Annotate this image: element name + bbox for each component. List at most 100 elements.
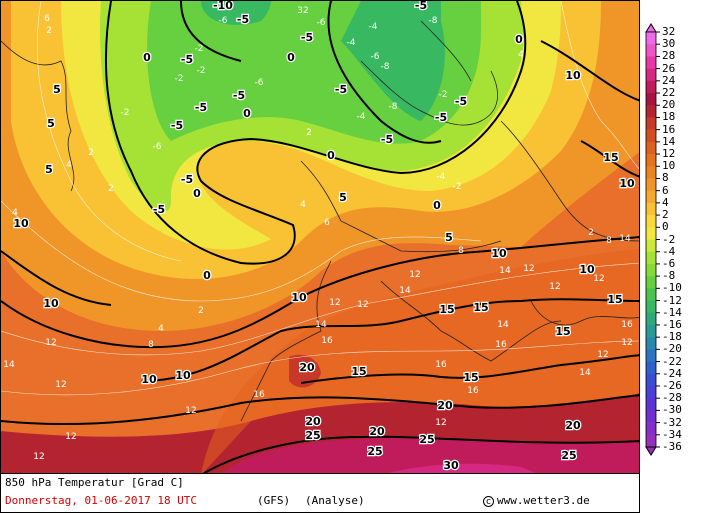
copyright-text: www.wetter3.de [497,494,590,507]
isotherm-label: -6 [219,16,228,26]
map-canvas: 32-10-5-6 -8-5-4-6-5 -4 04-6-8-2-5-2-2-6-5-… [1,1,639,473]
isotherm-label: 12 [621,338,632,348]
isotherm-label: 12 [409,270,420,280]
isotherm-label-bold: -5 [455,95,467,108]
isotherm-label: 8 [148,340,154,350]
legend-swatch [646,385,656,399]
isotherm-labels: 32-10-5-6 -8-5-4-6-5 -4 04-6-8-2-5-2-2-6-5-… [3,1,636,473]
legend-swatch [646,129,656,143]
legend-tick-label: -20 [662,342,682,356]
color-legend: 32 30 28 26 24 22 20 18 16 14 12 10 8 6 4 2 0 -2 -4 -6 -8 -10… [640,0,704,474]
isotherm-label-bold: 0 [243,107,251,120]
isotherm-label: -6 [371,52,380,62]
map-footer: 850 hPa Temperatur [Grad C] Donnerstag, … [0,474,640,513]
isotherm-label: 14 [579,368,591,378]
legend-swatch [646,434,656,448]
isotherm-label-bold: 25 [561,449,576,462]
isotherm-label: 12 [55,380,66,390]
isotherm-label: 6 [324,218,330,228]
isotherm-label-bold: 0 [143,51,151,64]
legend-tick-label: -8 [662,269,676,283]
legend-tick-label: -10 [662,281,682,295]
isotherm-label-bold: 5 [53,83,61,96]
legend-swatch [646,215,656,228]
legend-swatch [646,276,656,289]
isotherm-label: 2 [306,128,312,138]
legend-tick-label: 16 [662,122,676,136]
legend-tick-label: 24 [662,73,676,87]
isotherm-label: 12 [523,264,534,274]
isotherm-label-bold: 25 [305,429,320,442]
legend-swatch [646,141,656,155]
legend-swatch [646,80,656,94]
isotherm-label-bold: -5 [233,89,245,102]
isotherm-label-bold: 0 [203,269,211,282]
legend-swatch [646,361,656,375]
isotherm-label-bold: 0 [433,199,441,212]
isotherm-label: 12 [435,418,446,428]
isotherm-label-bold: -5 [181,173,193,186]
isotherm-label: 14 [619,234,631,244]
legend-swatch [646,410,656,423]
legend-swatch [646,324,656,338]
legend-tick-label: 28 [662,49,676,63]
isotherm-label: 12 [329,298,340,308]
isotherm-label-bold: 10 [175,369,191,382]
legend-tick-label: 6 [662,183,669,197]
isotherm-label: 8 [606,236,612,246]
isotherm-label-bold: -10 [213,1,233,12]
legend-tick-label: 14 [662,134,676,148]
isotherm-label: 12 [33,452,44,462]
band-30 [388,463,536,473]
legend-tick-label: 0 [662,220,669,234]
isotherm-label-bold: -5 [153,203,165,216]
isotherm-label-bold: 0 [193,187,201,200]
isotherms-thin [1,1,639,396]
isotherm-label-bold: 10 [13,217,29,230]
isotherm-label-bold: 5 [47,117,55,130]
legend-swatch [646,166,656,179]
band-12-16 [201,249,639,473]
legend-swatch [646,373,656,387]
temperature-map: 32 -10 -5 -6 -8 -5 -4 -6 -5 -4 0 4 -6 -8 -2 -5 -2 -2 -6 -5-… [0,0,640,474]
isotherm-label: 12 [549,282,560,292]
copyright: c www.wetter3.de [483,494,590,507]
coastlines [1,20,639,422]
isotherm-label: 12 [597,350,608,360]
legend-swatch [646,349,656,362]
isotherm-label: 16 [435,360,447,370]
isotherm-label-bold: 5 [445,231,453,244]
map-title: 850 hPa Temperatur [Grad C] [5,476,184,489]
isotherm-label: 12 [357,300,368,310]
legend-tick-label: 2 [662,208,669,222]
band-25-plus [223,438,639,473]
legend-tick-label: -4 [662,244,676,258]
isotherm-label-bold: 5 [45,163,53,176]
model-name: (GFS) [257,494,291,507]
legend-tick-label: -34 [662,427,682,441]
legend-tick-label: -22 [662,354,682,368]
isotherm-label: -6 [255,78,264,88]
isotherm-label-bold: 20 [369,425,385,438]
isotherm-label-bold: 25 [419,433,434,446]
isotherm-label-bold: 30 [443,459,459,472]
isotherm-label: -2 [453,182,462,192]
isotherm-label-bold: 20 [437,399,453,412]
legend-tick-label: -24 [662,366,682,380]
legend-swatch [646,68,656,82]
legend-tick-label: 22 [662,86,676,100]
legend-swatch [646,312,656,326]
legend-tick-label: -32 [662,415,682,429]
legend-swatch [646,300,656,314]
isotherm-label-bold: -5 [181,53,193,66]
isotherm-label: -4 [347,38,356,48]
isotherm-label-bold: 20 [565,419,581,432]
isotherm-label-bold: -5 [195,101,207,114]
isotherm-label: -2 [197,66,206,76]
isotherm-label: 8 [458,246,464,256]
isotherm-label: 2 [198,306,204,316]
copyright-icon: c [483,496,494,507]
isotherm-label-bold: 0 [515,33,523,46]
isotherm-label-bold: -5 [237,13,249,26]
isotherm-label-bold: 15 [555,325,570,338]
